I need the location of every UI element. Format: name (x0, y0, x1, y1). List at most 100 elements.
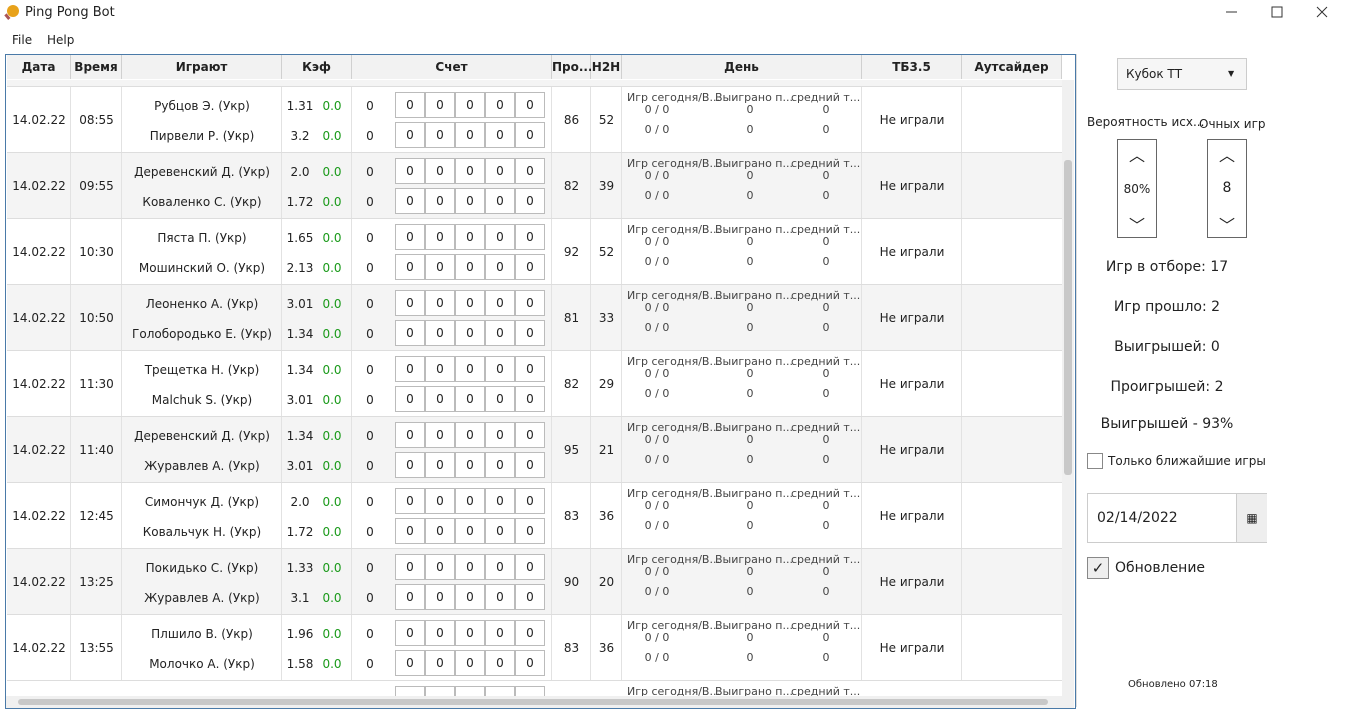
set-score[interactable]: 0 (455, 386, 485, 412)
set-score[interactable]: 0 (455, 356, 485, 382)
column-header[interactable]: Про... (552, 55, 593, 79)
set-score[interactable]: 0 (515, 224, 545, 250)
set-score[interactable]: 0 (515, 584, 545, 610)
set-score[interactable]: 0 (395, 122, 425, 148)
h-scroll-thumb[interactable] (18, 699, 1048, 705)
set-score[interactable]: 0 (485, 554, 515, 580)
set-score[interactable]: 0 (515, 422, 545, 448)
calendar-button[interactable]: ▦ (1236, 494, 1267, 542)
set-score[interactable]: 0 (395, 386, 425, 412)
table-row[interactable]: 14.02.22 09:55 82 39 Не играли Деревенский Д.… (7, 153, 1062, 219)
set-score[interactable]: 0 (425, 356, 455, 382)
set-score[interactable]: 0 (485, 290, 515, 316)
set-score[interactable]: 0 (485, 422, 515, 448)
set-score[interactable]: 0 (395, 92, 425, 118)
set-score[interactable]: 0 (485, 224, 515, 250)
set-score[interactable]: 0 (455, 320, 485, 346)
set-score[interactable]: 0 (515, 320, 545, 346)
set-score[interactable]: 0 (485, 386, 515, 412)
set-score[interactable]: 0 (455, 554, 485, 580)
menu-file[interactable]: File (12, 33, 33, 47)
set-score[interactable]: 0 (455, 422, 485, 448)
column-header[interactable]: Время (71, 55, 122, 79)
set-score[interactable]: 0 (455, 188, 485, 214)
set-score[interactable]: 0 (455, 224, 485, 250)
set-score[interactable]: 0 (425, 188, 455, 214)
set-score[interactable]: 0 (425, 320, 455, 346)
set-score[interactable]: 0 (395, 158, 425, 184)
set-score[interactable]: 0 (455, 584, 485, 610)
set-score[interactable]: 0 (425, 488, 455, 514)
set-score[interactable]: 0 (485, 356, 515, 382)
set-score[interactable]: 0 (425, 650, 455, 676)
set-score[interactable]: 0 (425, 122, 455, 148)
set-score[interactable]: 0 (395, 650, 425, 676)
set-score[interactable]: 0 (515, 518, 545, 544)
set-score[interactable]: 0 (485, 188, 515, 214)
set-score[interactable]: 0 (515, 386, 545, 412)
set-score[interactable]: 0 (515, 122, 545, 148)
set-score[interactable]: 0 (395, 452, 425, 478)
nearest-checkbox[interactable] (1087, 453, 1103, 469)
set-score[interactable]: 0 (515, 356, 545, 382)
set-score[interactable]: 0 (515, 290, 545, 316)
set-score[interactable]: 0 (485, 650, 515, 676)
set-score[interactable]: 0 (455, 452, 485, 478)
set-score[interactable]: 0 (485, 92, 515, 118)
set-score[interactable]: 0 (425, 620, 455, 646)
table-row[interactable]: 14.02.22 13:55 83 36 Не играли Плшило В. (Укр… (7, 615, 1062, 681)
set-score[interactable]: 0 (425, 452, 455, 478)
set-score[interactable]: 0 (395, 254, 425, 280)
set-score[interactable]: 0 (485, 320, 515, 346)
set-score[interactable]: 0 (425, 224, 455, 250)
set-score[interactable]: 0 (395, 320, 425, 346)
table-row[interactable]: 14.02.22 13:25 90 20 Не играли Покидько С. (У… (7, 549, 1062, 615)
set-score[interactable]: 0 (425, 92, 455, 118)
column-header[interactable]: Дата (7, 55, 71, 79)
set-score[interactable]: 0 (515, 554, 545, 580)
set-score[interactable]: 0 (395, 422, 425, 448)
set-score[interactable]: 0 (395, 188, 425, 214)
set-score[interactable]: 0 (455, 254, 485, 280)
set-score[interactable]: 0 (485, 122, 515, 148)
tournament-dropdown[interactable]: Кубок ТТ ▼ (1117, 58, 1247, 90)
set-score[interactable]: 0 (485, 518, 515, 544)
set-score[interactable]: 0 (485, 620, 515, 646)
set-score[interactable]: 0 (455, 290, 485, 316)
column-header[interactable]: ТБ3.5 (862, 55, 962, 79)
set-score[interactable]: 0 (485, 452, 515, 478)
set-score[interactable]: 0 (395, 584, 425, 610)
set-score[interactable]: 0 (515, 452, 545, 478)
column-header[interactable]: День (622, 55, 862, 79)
set-score[interactable]: 0 (455, 518, 485, 544)
update-checkbox[interactable]: ✓ (1087, 557, 1109, 579)
window-controls[interactable] (1216, 0, 1348, 25)
set-score[interactable]: 0 (425, 290, 455, 316)
set-score[interactable]: 0 (395, 290, 425, 316)
date-picker[interactable]: 02/14/2022 ▦ (1087, 493, 1267, 543)
set-score[interactable]: 0 (425, 584, 455, 610)
set-score[interactable]: 0 (515, 620, 545, 646)
scroll-thumb[interactable] (1064, 160, 1072, 475)
set-score[interactable]: 0 (455, 488, 485, 514)
probability-spinner[interactable]: ︿ 80% ﹀ (1117, 139, 1157, 238)
set-score[interactable]: 0 (485, 158, 515, 184)
menu-help[interactable]: Help (47, 33, 75, 47)
h2h-spinner[interactable]: ︿ 8 ﹀ (1207, 139, 1247, 238)
set-score[interactable]: 0 (395, 356, 425, 382)
set-score[interactable]: 0 (395, 554, 425, 580)
set-score[interactable]: 0 (455, 122, 485, 148)
set-score[interactable]: 0 (485, 584, 515, 610)
set-score[interactable]: 0 (455, 92, 485, 118)
set-score[interactable]: 0 (425, 554, 455, 580)
table-row[interactable]: 14.02.22 08:55 86 52 Не играли Рубцов Э. (Укр… (7, 87, 1062, 153)
set-score[interactable]: 0 (455, 650, 485, 676)
set-score[interactable]: 0 (395, 620, 425, 646)
set-score[interactable]: 0 (425, 518, 455, 544)
column-header[interactable]: Счет (352, 55, 552, 79)
set-score[interactable]: 0 (515, 188, 545, 214)
set-score[interactable]: 0 (455, 620, 485, 646)
set-score[interactable]: 0 (425, 386, 455, 412)
set-score[interactable]: 0 (515, 92, 545, 118)
set-score[interactable]: 0 (395, 518, 425, 544)
